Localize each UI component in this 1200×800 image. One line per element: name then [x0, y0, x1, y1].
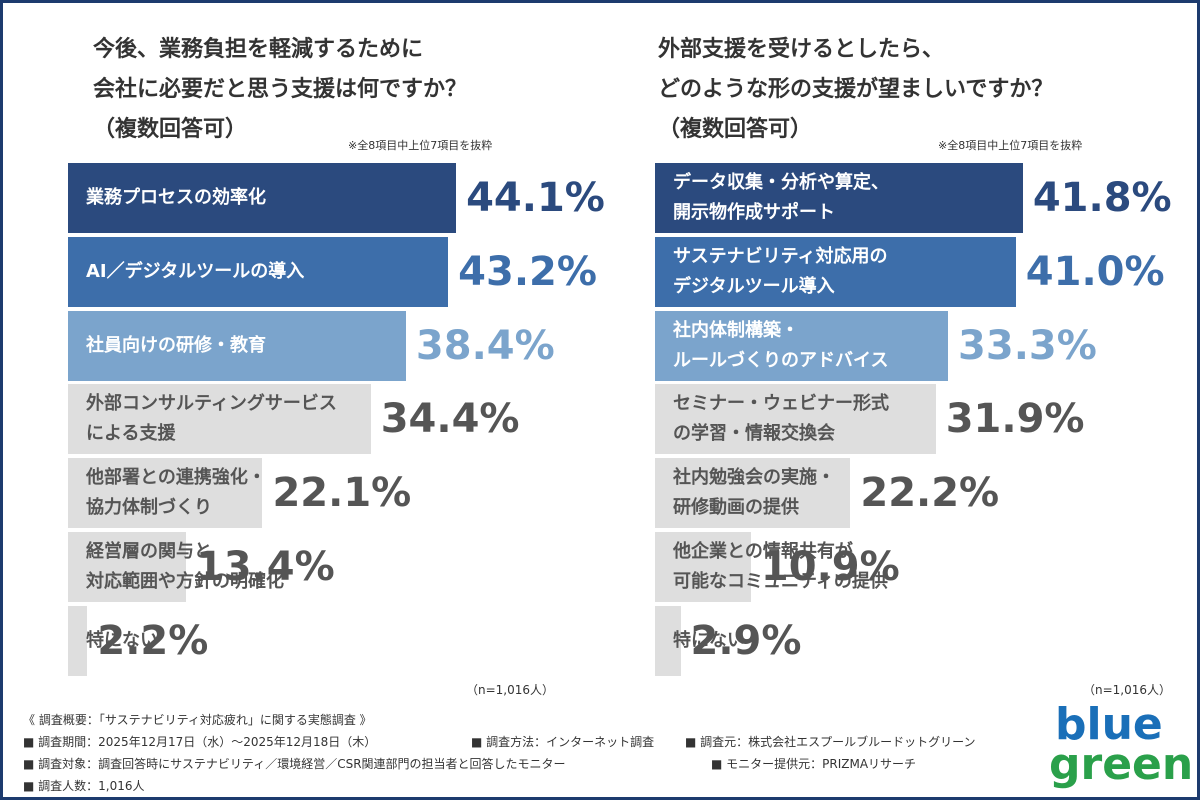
- chart-title: 今後、業務負担を軽減するために: [93, 37, 424, 62]
- footer-item: ■ 調査人数：1,016人: [23, 779, 145, 793]
- chart-title: （複数回答可）: [93, 117, 248, 142]
- bar: [655, 384, 936, 455]
- footer-item: ■ モニター提供元：PRIZMAリサーチ: [711, 757, 917, 771]
- value-label: 2.9%: [690, 617, 802, 664]
- category-label: セミナー・ウェビナー形式 の学習・情報交換会: [673, 393, 889, 445]
- bar: [68, 310, 406, 381]
- footer-item: ■ 調査期間：2025年12月17日（水）～2025年12月18日（木）: [23, 735, 377, 749]
- category-label: データ収集・分析や算定、 開示物作成サポート: [673, 172, 889, 223]
- category-label: 社内勉強会の実施・ 研修動画の提供: [673, 467, 835, 519]
- bar: [655, 163, 1023, 233]
- bar: [68, 532, 186, 602]
- category-label: 他部署との連携強化・ 協力体制づくり: [86, 467, 266, 519]
- bar: [68, 384, 371, 455]
- value-label: 38.4%: [415, 322, 555, 369]
- category-label: 特にない: [673, 629, 745, 651]
- value-label: 43.2%: [458, 248, 597, 295]
- category-label: サステナビリティ対応用の デジタルツール導入: [673, 245, 888, 297]
- sample-size: （n=1,016人）: [1083, 683, 1172, 697]
- value-label: 41.8%: [1032, 175, 1172, 221]
- bar: [655, 310, 949, 381]
- category-label: 社員向けの研修・教育: [86, 334, 266, 356]
- category-label: 特にない: [86, 629, 158, 651]
- value-label: 33.3%: [958, 322, 1097, 369]
- footer-heading: 《 調査概要：「サステナビリティ対応疲れ」に関する実態調査 》: [23, 713, 372, 727]
- category-label: 社内体制構築・ ルールづくりのアドバイス: [673, 319, 889, 371]
- bar: [655, 458, 851, 529]
- footer-item: ■ 調査元：株式会社エスプールブルードットグリーン: [685, 735, 976, 749]
- category-label: 他企業との情報共有が 可能なコミュニティの提供: [673, 541, 888, 592]
- bar: [655, 236, 1016, 307]
- bar: [68, 163, 457, 233]
- bar: [655, 532, 751, 602]
- category-label: AI／デジタルツールの導入: [86, 260, 305, 282]
- value-label: 41.0%: [1025, 248, 1165, 295]
- chart-title: 外部支援を受けるとしたら、: [658, 37, 945, 62]
- category-label: 業務プロセスの効率化: [86, 187, 266, 208]
- value-label: 22.2%: [860, 470, 1000, 517]
- category-label: 外部コンサルティングサービス による支援: [86, 393, 337, 445]
- bar: [68, 605, 88, 676]
- bar: [68, 458, 263, 529]
- bar: [655, 605, 681, 676]
- logo-bottom: green: [1049, 739, 1194, 790]
- value-label: 34.4%: [380, 396, 520, 443]
- value-label: 22.1%: [272, 470, 412, 517]
- value-label: 31.9%: [945, 396, 1085, 443]
- chart-title: 会社に必要だと思う支援は何ですか？: [93, 77, 468, 102]
- value-label: 10.9%: [760, 544, 900, 590]
- chart-note: ※全8項目中上位7項目を抜粋: [348, 139, 493, 152]
- sample-size: （n=1,016人）: [466, 683, 555, 697]
- chart-title: どのような形の支援が望ましいですか？: [658, 77, 1054, 102]
- value-label: 2.2%: [97, 617, 209, 664]
- logo-top: blue: [1055, 699, 1163, 750]
- category-label: 経営層の関与と 対応範囲や方針の明確化: [86, 541, 284, 592]
- value-label: 13.4%: [195, 544, 335, 590]
- value-label: 44.1%: [466, 175, 605, 221]
- bar: [68, 236, 449, 307]
- footer-item: ■ 調査方法：インターネット調査: [471, 735, 655, 749]
- chart-note: ※全8項目中上位7項目を抜粋: [938, 139, 1083, 152]
- footer-item: ■ 調査対象：調査回答時にサステナビリティ／環境経営／CSR関連部門の担当者と回…: [23, 757, 566, 771]
- chart-title: （複数回答可）: [658, 117, 813, 142]
